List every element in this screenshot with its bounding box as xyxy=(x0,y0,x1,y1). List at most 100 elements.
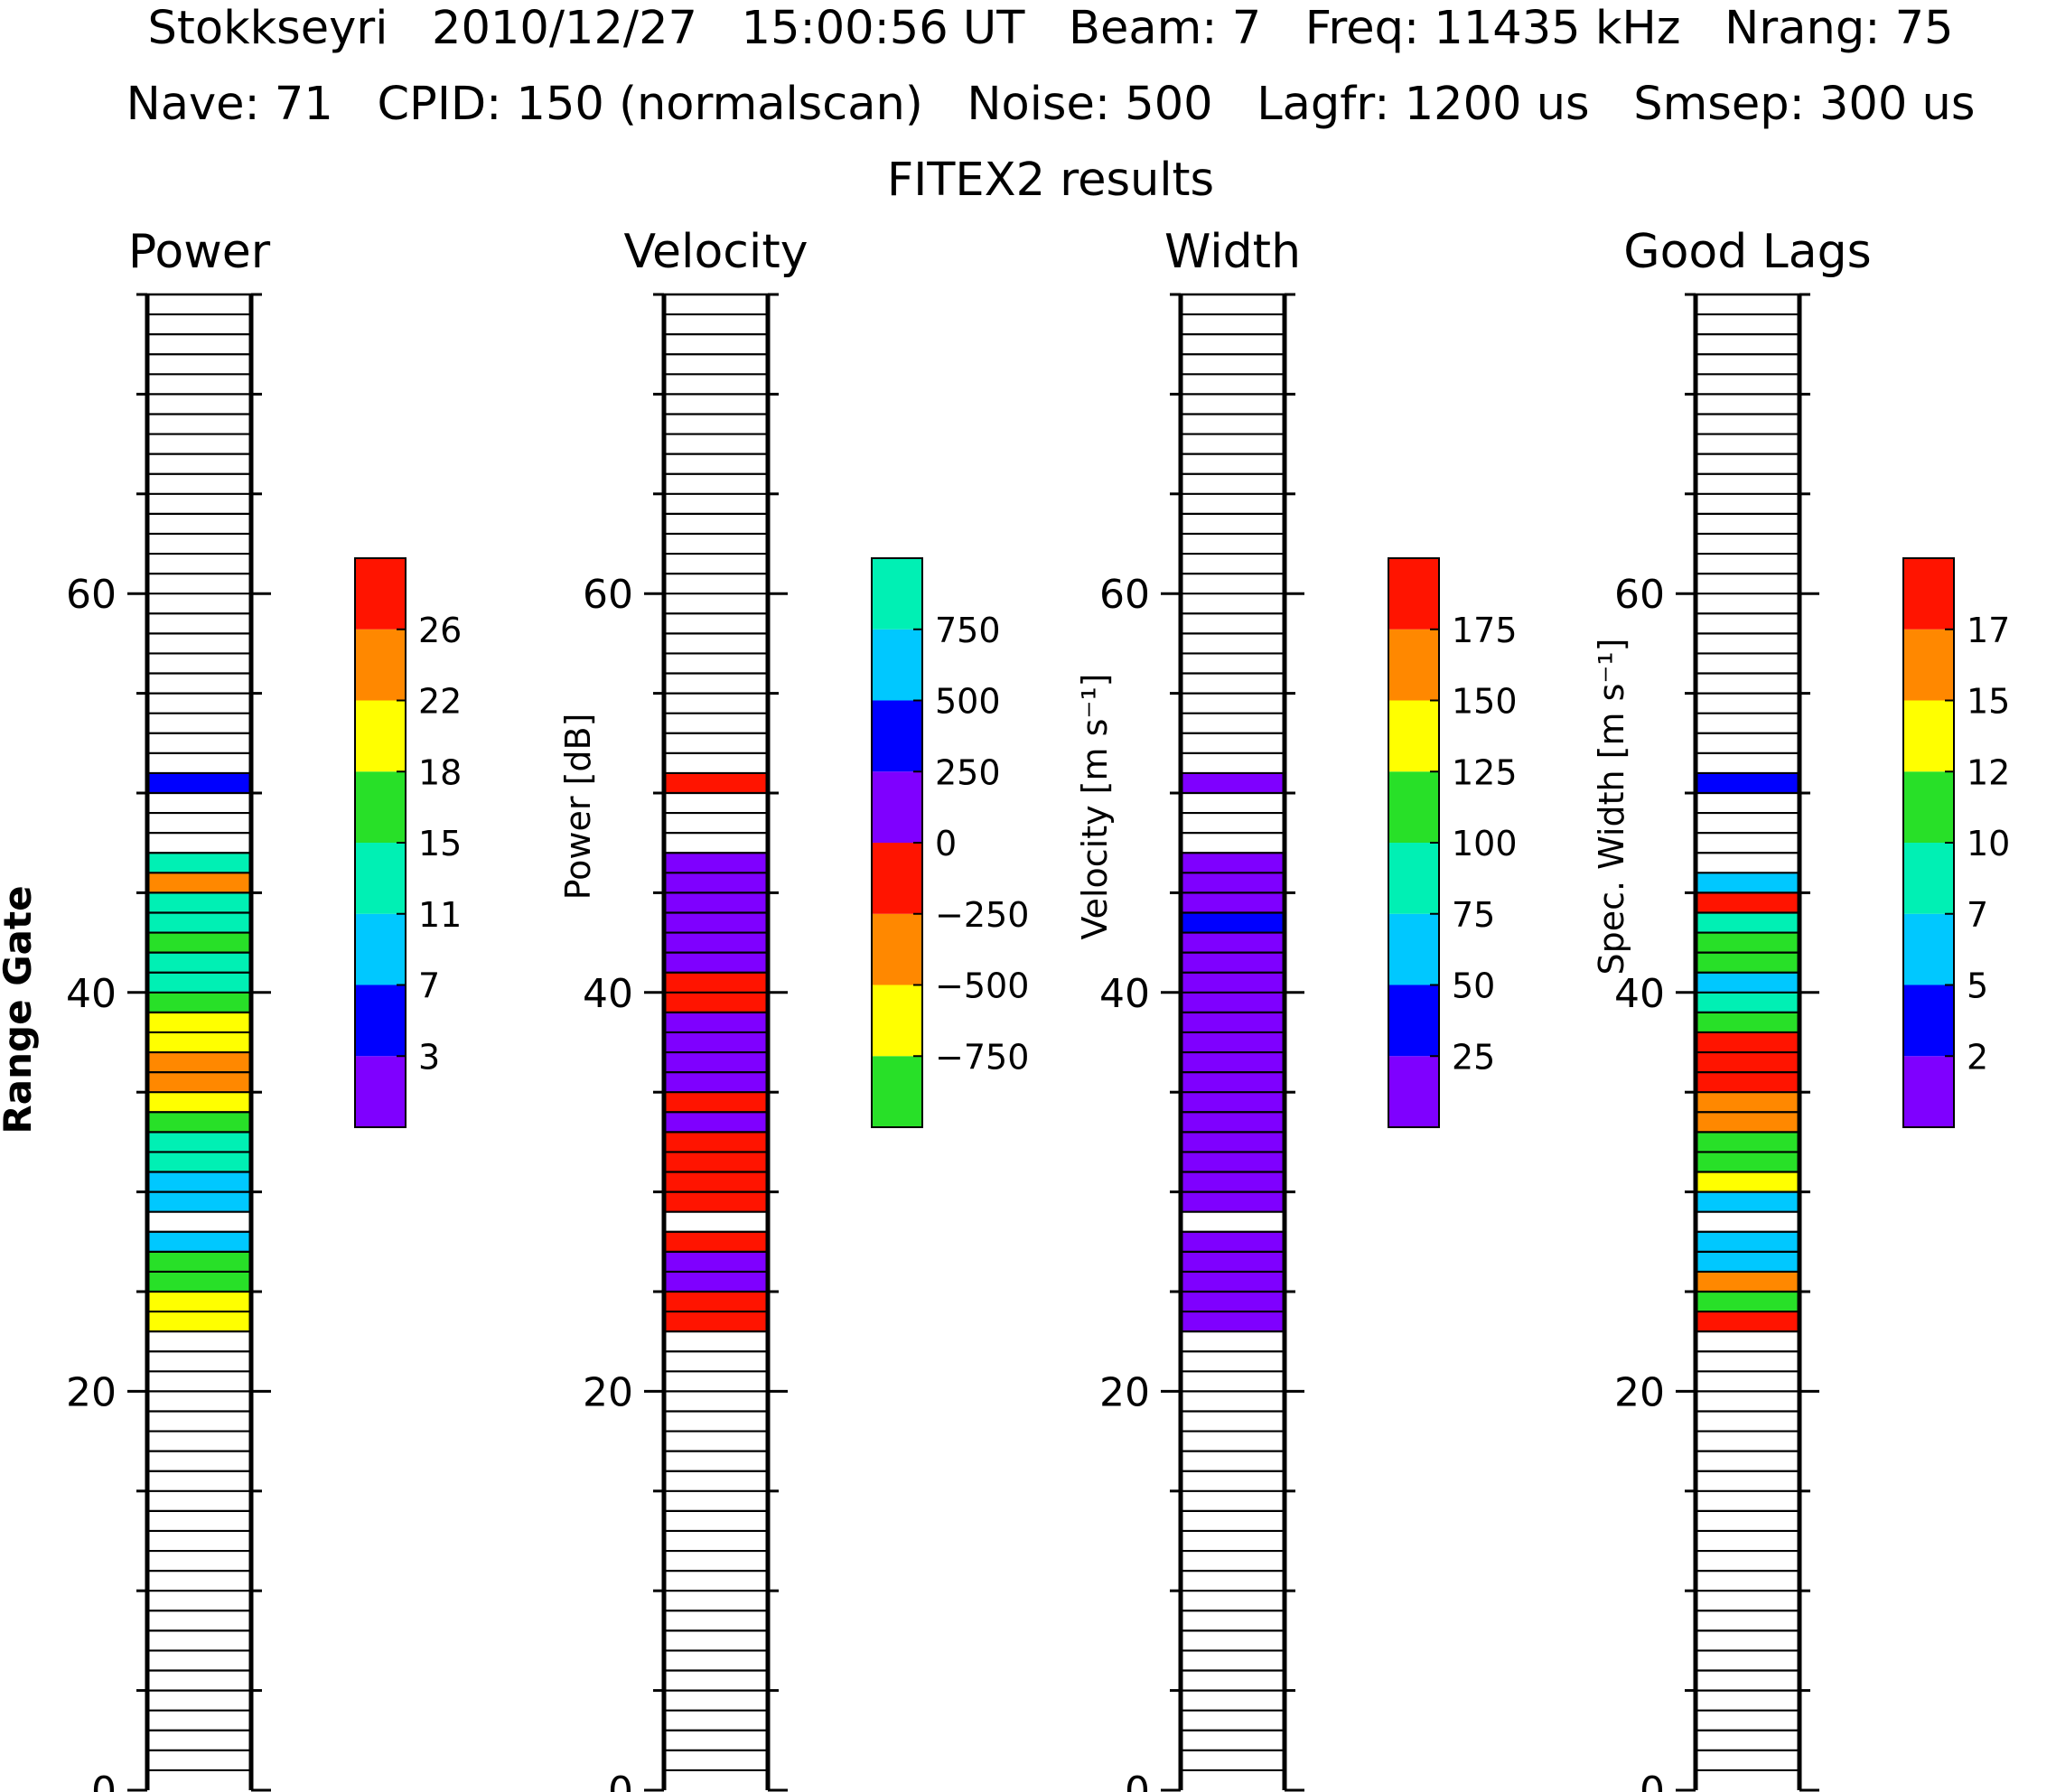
gate-cell xyxy=(147,1072,251,1093)
gate-cell xyxy=(1696,1112,1799,1133)
gate-cell xyxy=(1696,1132,1799,1153)
colorbar-swatch xyxy=(872,913,922,985)
colorbar-swatch xyxy=(1903,843,1954,914)
colorbar-swatch xyxy=(1903,985,1954,1057)
colorbar-swatch xyxy=(1388,1056,1439,1127)
gate-cell xyxy=(147,1292,251,1312)
gate-cell xyxy=(664,1171,768,1192)
y-tick-label: 60 xyxy=(583,572,633,618)
colorbar-swatch xyxy=(1903,913,1954,985)
colorbar-tick-label: 25 xyxy=(1452,1037,1495,1077)
colorbar-swatch xyxy=(1903,700,1954,772)
gate-cell xyxy=(1696,1031,1799,1053)
gate-cell xyxy=(1181,952,1285,973)
colorbar-tick-label: 22 xyxy=(418,682,462,722)
gate-cell xyxy=(147,873,251,893)
gate-cell xyxy=(147,1132,251,1153)
gate-cell xyxy=(1181,892,1285,913)
gate-cell xyxy=(1696,1271,1799,1292)
gate-cell xyxy=(664,972,768,993)
y-tick-label: 60 xyxy=(66,572,117,618)
gate-cell xyxy=(147,1231,251,1252)
gate-cell xyxy=(664,1251,768,1272)
gate-cell xyxy=(147,1271,251,1292)
colorbar-swatch xyxy=(872,1056,922,1127)
gate-cell xyxy=(664,1052,768,1073)
colorbar-swatch xyxy=(872,985,922,1057)
colorbar-swatch xyxy=(1388,985,1439,1057)
gate-cell xyxy=(664,772,768,793)
gate-cell xyxy=(664,932,768,953)
gate-cell xyxy=(664,1292,768,1312)
gate-cell xyxy=(147,912,251,933)
gate-cell xyxy=(1696,1231,1799,1252)
colorbar-swatch xyxy=(1388,771,1439,843)
y-tick-label: 20 xyxy=(1614,1369,1665,1415)
y-tick-label: 0 xyxy=(608,1769,633,1792)
y-tick-label: 0 xyxy=(1125,1769,1150,1792)
gate-cell xyxy=(664,912,768,933)
header-line-3: FITEX2 results xyxy=(887,154,1214,207)
gate-cell xyxy=(147,892,251,913)
gate-cell xyxy=(664,1092,768,1113)
gate-cell xyxy=(147,1092,251,1113)
gate-cell xyxy=(1696,892,1799,913)
gate-cell xyxy=(147,952,251,973)
gate-cell xyxy=(147,1052,251,1073)
gate-cell xyxy=(664,1112,768,1133)
colorbar-swatch xyxy=(872,629,922,701)
gate-cell xyxy=(1181,1191,1285,1212)
gate-cell xyxy=(1181,873,1285,893)
gate-cell xyxy=(664,1271,768,1292)
gate-cell xyxy=(1181,1152,1285,1172)
y-tick-label: 60 xyxy=(1099,572,1150,618)
gate-cell xyxy=(147,1311,251,1332)
y-tick-label: 40 xyxy=(1099,971,1150,1017)
colorbar-tick-label: −500 xyxy=(935,966,1029,1006)
colorbar-swatch xyxy=(1388,629,1439,701)
gate-cell xyxy=(664,1231,768,1252)
gate-cell xyxy=(664,952,768,973)
gate-cell xyxy=(1696,1092,1799,1113)
colorbar-label: Velocity [m s⁻¹] xyxy=(1075,674,1115,940)
gate-cell xyxy=(1696,1052,1799,1073)
gate-cell xyxy=(1696,1251,1799,1272)
colorbar-swatch xyxy=(355,558,406,630)
gate-cell xyxy=(1181,992,1285,1013)
y-tick-label: 40 xyxy=(1614,971,1665,1017)
colorbar-swatch xyxy=(1903,558,1954,630)
gate-cell xyxy=(664,873,768,893)
colorbar-swatch xyxy=(355,913,406,985)
y-tick-label: 60 xyxy=(1614,572,1665,618)
gate-cell xyxy=(664,1311,768,1332)
colorbar-swatch xyxy=(872,843,922,914)
colorbar-tick-label: 15 xyxy=(1967,682,2010,722)
panel-3: Good Lags020406025710121517Good Lags [#] xyxy=(1614,225,2010,1792)
gate-cell xyxy=(147,932,251,953)
gate-cell xyxy=(1181,1251,1285,1272)
gate-cell xyxy=(1696,1012,1799,1032)
colorbar-tick-label: −750 xyxy=(935,1037,1029,1077)
colorbar-tick-label: 7 xyxy=(1967,895,1988,935)
colorbar-swatch xyxy=(355,629,406,701)
colorbar-tick-label: 11 xyxy=(418,895,462,935)
gate-cell xyxy=(1181,853,1285,873)
gate-cell xyxy=(1181,932,1285,953)
colorbar-swatch xyxy=(355,985,406,1057)
y-tick-label: 20 xyxy=(66,1369,117,1415)
gate-cell xyxy=(1696,932,1799,953)
gate-cell xyxy=(1696,952,1799,973)
colorbar-tick-label: 10 xyxy=(1967,824,2010,863)
gate-cell xyxy=(664,1031,768,1053)
gate-cell xyxy=(1181,1132,1285,1153)
panel-1: Velocity 0 20 40 60 −750 −500 −250 0 250 500 750 Vel… xyxy=(583,225,1115,1792)
gate-cell xyxy=(664,1191,768,1212)
gate-cell xyxy=(147,1112,251,1133)
header-line-1: Stokkseyri 2010/12/27 15:00:56 UT Beam: … xyxy=(148,2,1954,55)
colorbar-swatch xyxy=(1903,629,1954,701)
colorbar-tick-label: 175 xyxy=(1452,611,1518,650)
gate-cell xyxy=(147,1012,251,1032)
colorbar-tick-label: 75 xyxy=(1452,895,1495,935)
gate-cell xyxy=(1181,1171,1285,1192)
colorbar-swatch xyxy=(1388,558,1439,630)
